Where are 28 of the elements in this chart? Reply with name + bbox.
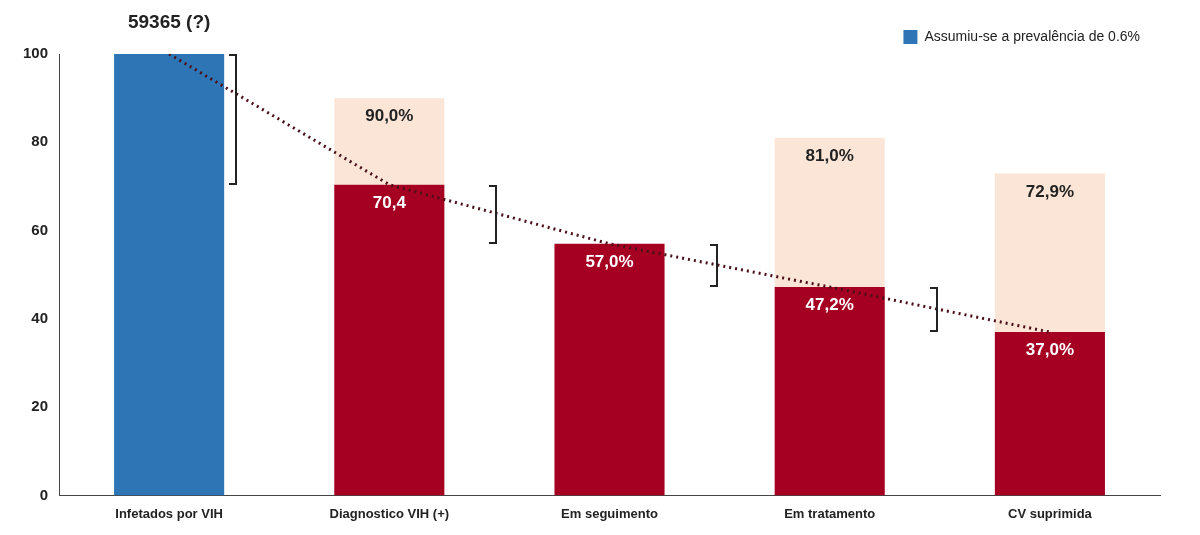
data-label: 47,2%	[805, 295, 854, 315]
x-tick-label: Diagnostico VIH (+)	[329, 505, 450, 521]
y-tick-label: 20	[31, 397, 49, 415]
annotation: 90,0%	[365, 106, 414, 126]
bar	[774, 287, 885, 496]
bar	[554, 243, 665, 496]
y-tick-label: 100	[23, 44, 49, 62]
bar	[994, 332, 1105, 496]
x-tick-label: Infetados por VIH	[115, 505, 223, 521]
bar	[334, 184, 445, 496]
y-tick-label: 60	[31, 220, 49, 238]
y-tick-label: 80	[31, 132, 49, 150]
data-label: 57,0%	[585, 251, 634, 271]
y-tick-label: 40	[31, 308, 49, 326]
bar	[114, 54, 225, 496]
bar	[994, 173, 1105, 333]
data-label: 37,0%	[1025, 340, 1074, 360]
annotation: 81,0%	[805, 146, 854, 166]
y-tick-label: 0	[39, 485, 49, 503]
legend-label: Assumiu-se a prevalência de 0.6%	[924, 27, 1140, 44]
bar	[774, 137, 885, 288]
bar	[334, 98, 445, 185]
annotation: 72,9%	[1025, 181, 1074, 201]
x-tick-label: CV suprimida	[1008, 505, 1093, 521]
x-tick-label: Em seguimento	[561, 505, 658, 521]
x-tick-label: Em tratamento	[784, 505, 876, 521]
annotation: 59365 (?)	[127, 10, 211, 32]
data-label: 70,4	[372, 192, 407, 212]
